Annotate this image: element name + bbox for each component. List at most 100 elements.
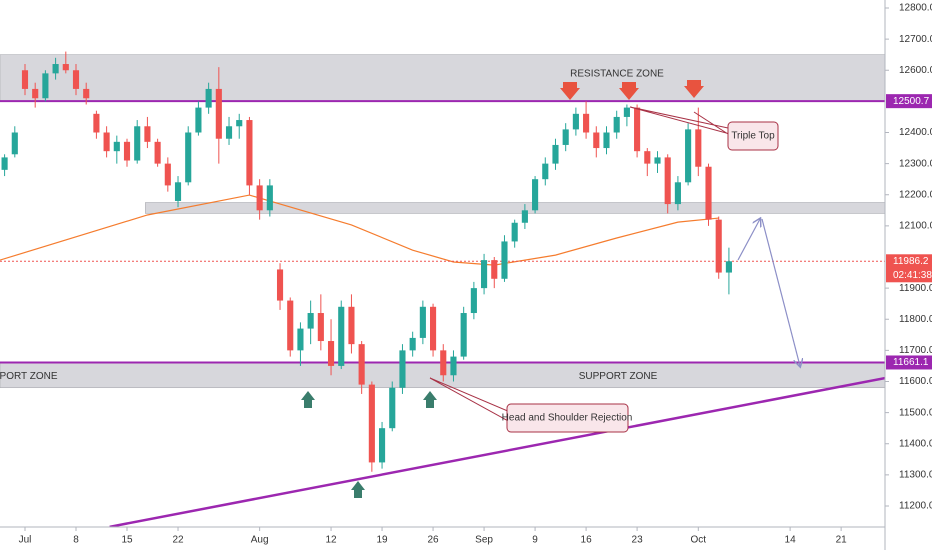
- candle-body: [256, 185, 263, 211]
- candle-body: [52, 64, 59, 74]
- candle-body: [358, 344, 365, 385]
- zone-label: SUPPORT ZONE: [0, 371, 58, 382]
- candle-body: [593, 132, 600, 149]
- candle-body: [664, 157, 671, 205]
- y-tick-label: 12100.0: [899, 221, 932, 232]
- zone-label: RESISTANCE ZONE: [570, 69, 664, 80]
- candle-body: [154, 141, 161, 164]
- candle-body: [430, 306, 437, 351]
- candle-body: [378, 428, 386, 463]
- candle-body: [164, 163, 171, 186]
- y-tick-label: 12700.0: [899, 34, 932, 45]
- x-tick-label: 15: [121, 535, 133, 546]
- x-tick-label: Sep: [475, 535, 493, 546]
- candle-body: [685, 129, 692, 183]
- candle-body: [399, 350, 406, 388]
- candle-body: [266, 185, 273, 211]
- projection: [737, 219, 760, 261]
- x-tick-label: 12: [325, 535, 337, 546]
- candle-body: [419, 306, 426, 338]
- y-tick-label: 11900.0: [899, 283, 932, 294]
- candle-body: [103, 132, 110, 152]
- candle-body: [307, 313, 314, 329]
- x-tick-label: 21: [836, 535, 848, 546]
- candle-body: [368, 384, 375, 463]
- y-tick-label: 11300.0: [899, 470, 932, 481]
- price-tag: [886, 355, 932, 370]
- candle-body: [481, 260, 488, 289]
- y-tick-label: 12300.0: [899, 158, 932, 169]
- callout-box: [506, 403, 629, 433]
- candle-body: [205, 88, 212, 108]
- candle-body: [11, 132, 18, 155]
- y-tick-label: 11400.0: [899, 438, 932, 449]
- down-arrow: [560, 82, 580, 100]
- x-tick-label: 16: [581, 535, 593, 546]
- price-tag: [886, 254, 932, 283]
- candle-body: [725, 261, 732, 273]
- up-arrow: [351, 481, 365, 498]
- candle-body: [215, 88, 222, 139]
- up-arrow: [423, 391, 437, 408]
- candle-body: [389, 387, 396, 429]
- candle-body: [21, 70, 29, 89]
- callout-line: [629, 106, 731, 135]
- zone: [145, 202, 885, 214]
- candle-body: [62, 64, 69, 71]
- candle-body: [705, 166, 712, 220]
- candle-body: [174, 182, 182, 201]
- projection: [761, 218, 800, 366]
- candle-body: [72, 70, 80, 89]
- moving-average: [0, 194, 719, 266]
- candle-body: [195, 107, 202, 133]
- candle-body: [521, 210, 528, 223]
- candle-body: [562, 129, 569, 145]
- candle-body: [583, 113, 590, 133]
- candle-body: [276, 269, 284, 301]
- candle-body: [32, 88, 39, 99]
- price-tag: [886, 94, 932, 109]
- countdown: 02:41:38: [893, 270, 932, 281]
- y-tick-label: 11600.0: [899, 376, 932, 387]
- candle-body: [623, 107, 630, 117]
- down-arrow: [684, 80, 704, 98]
- candle-body: [511, 222, 518, 242]
- candle-body: [501, 241, 508, 279]
- candle-body: [327, 341, 335, 366]
- x-tick-label: Jul: [19, 535, 32, 546]
- x-tick-label: 14: [785, 535, 797, 546]
- y-tick-label: 11700.0: [899, 345, 932, 356]
- x-tick-label: 22: [172, 535, 184, 546]
- y-tick-label: 12600.0: [899, 65, 932, 76]
- zone: [0, 54, 885, 102]
- y-tick-label: 11500.0: [899, 407, 932, 418]
- price-tag-label: 12500.7: [893, 96, 930, 107]
- drawings: Triple Top Head and Shoulder Rejection: [301, 80, 800, 498]
- candle-body: [317, 313, 324, 342]
- zone-label: SUPPORT ZONE: [579, 371, 658, 382]
- candle-body: [83, 88, 90, 99]
- x-tick-label: 9: [532, 535, 538, 546]
- candle-body: [297, 328, 304, 351]
- y-tick-label: 12200.0: [899, 189, 932, 200]
- candle-body: [634, 107, 641, 152]
- candle-body: [113, 141, 120, 152]
- candle-body: [491, 260, 498, 279]
- candle-body: [123, 141, 131, 161]
- annotation: Head and Shoulder Rejection: [502, 413, 633, 424]
- candle-body: [572, 113, 579, 130]
- candle-body: [654, 157, 661, 164]
- trendline: [109, 376, 885, 527]
- candle-body: [42, 73, 49, 99]
- x-tick-label: 19: [376, 535, 388, 546]
- candle-body: [613, 116, 620, 133]
- x-tick-label: Aug: [251, 535, 269, 546]
- x-tick-label: 8: [73, 535, 79, 546]
- candle-body: [1, 157, 8, 170]
- candle-body: [246, 120, 253, 186]
- candle-body: [674, 182, 681, 205]
- candle-body: [603, 132, 610, 149]
- candle-body: [532, 179, 539, 211]
- callout-box: [727, 121, 779, 151]
